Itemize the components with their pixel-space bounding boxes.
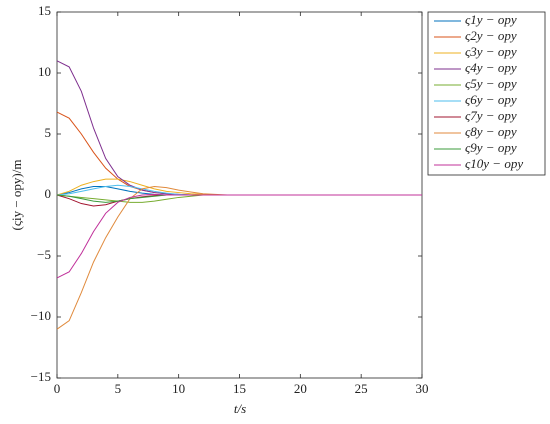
legend-label: ς6y − opy	[465, 92, 517, 107]
y-tick-label: −10	[31, 308, 51, 323]
y-tick-label: −15	[31, 369, 51, 384]
x-tick-label: 15	[233, 381, 246, 396]
legend-label: ς7y − opy	[465, 108, 517, 123]
x-tick-label: 30	[416, 381, 429, 396]
y-tick-label: −5	[37, 247, 51, 262]
series-line	[56, 111, 422, 196]
legend-label: ς9y − opy	[465, 140, 517, 155]
legend-label: ς3y − opy	[465, 44, 517, 59]
legend-label: ς8y − opy	[465, 124, 517, 139]
series-line	[56, 194, 422, 203]
legend-label: ς1y − opy	[465, 12, 517, 27]
y-tick-label: 5	[45, 125, 52, 140]
x-axis-label: t/s	[234, 401, 246, 416]
legend-box	[427, 11, 546, 176]
series-line	[56, 193, 422, 279]
y-tick-label: 15	[38, 3, 51, 18]
series-line	[56, 178, 422, 196]
series-line	[56, 60, 422, 196]
legend-label: ς2y − opy	[465, 28, 517, 43]
x-tick-label: 10	[172, 381, 185, 396]
series-line	[56, 185, 422, 196]
y-axis-label: (ςiy − opy)/m	[9, 160, 24, 231]
x-tick-label: 25	[355, 381, 368, 396]
legend-label: ς4y − opy	[465, 60, 517, 75]
series-line	[56, 184, 422, 196]
y-tick-label: 10	[38, 64, 51, 79]
legend-label: ς10y − opy	[465, 156, 523, 171]
x-tick-label: 0	[54, 381, 61, 396]
x-tick-label: 5	[115, 381, 122, 396]
x-tick-label: 20	[294, 381, 307, 396]
y-tick-label: 0	[45, 186, 52, 201]
legend-label: ς5y − opy	[465, 76, 517, 91]
